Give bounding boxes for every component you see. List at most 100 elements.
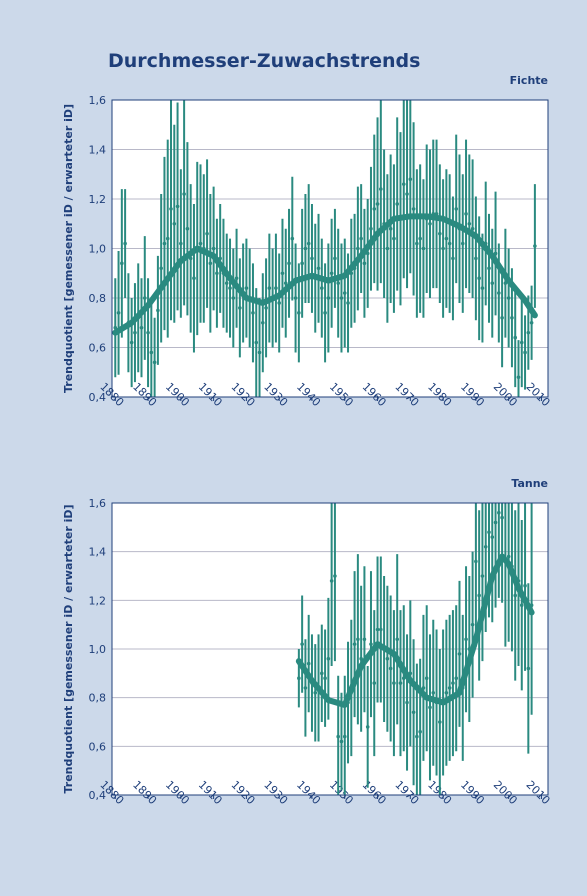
point [454,676,459,680]
point [326,296,331,300]
y-tick-label: 0,8 [89,292,107,305]
y-tick-label: 1,0 [89,243,107,256]
point [418,236,422,241]
point [287,261,291,266]
point [297,676,301,680]
point [379,627,383,632]
point [379,187,383,191]
point [244,286,249,290]
point [451,681,455,685]
point [362,637,367,642]
point [411,207,416,211]
point [415,241,419,246]
point [415,734,419,739]
point [129,340,134,345]
point [421,686,426,690]
point [165,236,170,241]
point [385,246,390,251]
panel-label: Fichte [510,74,548,87]
point [359,236,363,241]
point [401,676,406,680]
point [513,335,518,340]
point [300,642,304,646]
point [395,202,400,206]
point [323,676,327,680]
point [500,316,504,320]
point [290,236,295,241]
trend-line [112,213,538,336]
y-tick-label: 1,6 [89,94,107,107]
point [372,207,377,211]
point [483,545,488,549]
point [123,241,127,246]
y-tick-label: 0,4 [89,789,107,802]
point [231,296,236,300]
y-axis-label: Trendquotient [gemessener iD / erwartete… [62,104,75,393]
point [359,656,363,661]
point [408,177,413,181]
point [303,686,308,690]
y-tick-label: 1,6 [89,497,107,510]
point [352,642,357,646]
point [493,520,498,525]
point [172,221,177,226]
point [320,671,324,676]
point [342,734,347,739]
point [451,256,455,261]
point [441,246,445,251]
point [369,642,373,646]
point [205,231,209,236]
point [490,535,495,539]
point [264,306,268,310]
point [208,261,213,266]
point [120,261,124,266]
point [306,241,311,246]
y-tick-label: 1,4 [89,144,107,157]
point [198,241,203,246]
point [356,246,360,251]
point [192,276,196,281]
y-tick-label: 1,0 [89,643,107,656]
point [329,579,334,583]
point [329,271,334,276]
point [464,637,468,642]
point [477,593,481,598]
point [159,266,163,271]
point [369,226,373,231]
point [428,221,432,226]
point [392,681,396,685]
point [339,739,344,744]
point [211,246,216,251]
point [133,330,137,335]
point [444,236,449,241]
point [519,340,524,345]
point [362,261,367,266]
point [438,720,442,724]
y-tick-label: 1,4 [89,546,107,559]
point [283,281,288,285]
data-layer [295,503,535,795]
point [480,574,485,578]
point [297,311,301,315]
point [333,574,337,578]
point [228,286,232,290]
point [116,311,121,315]
point [513,593,518,598]
y-axis-label: Trendquotient [gemessener iD / erwartete… [62,504,75,793]
point [274,286,278,290]
point [398,681,403,685]
point [500,515,504,520]
point [257,350,262,355]
point [356,637,360,642]
point [474,256,478,261]
point [421,246,426,251]
point [405,700,409,705]
point [277,301,281,305]
point [516,375,521,380]
point [182,192,186,196]
point [424,676,429,680]
point [480,286,485,290]
point [336,281,340,285]
